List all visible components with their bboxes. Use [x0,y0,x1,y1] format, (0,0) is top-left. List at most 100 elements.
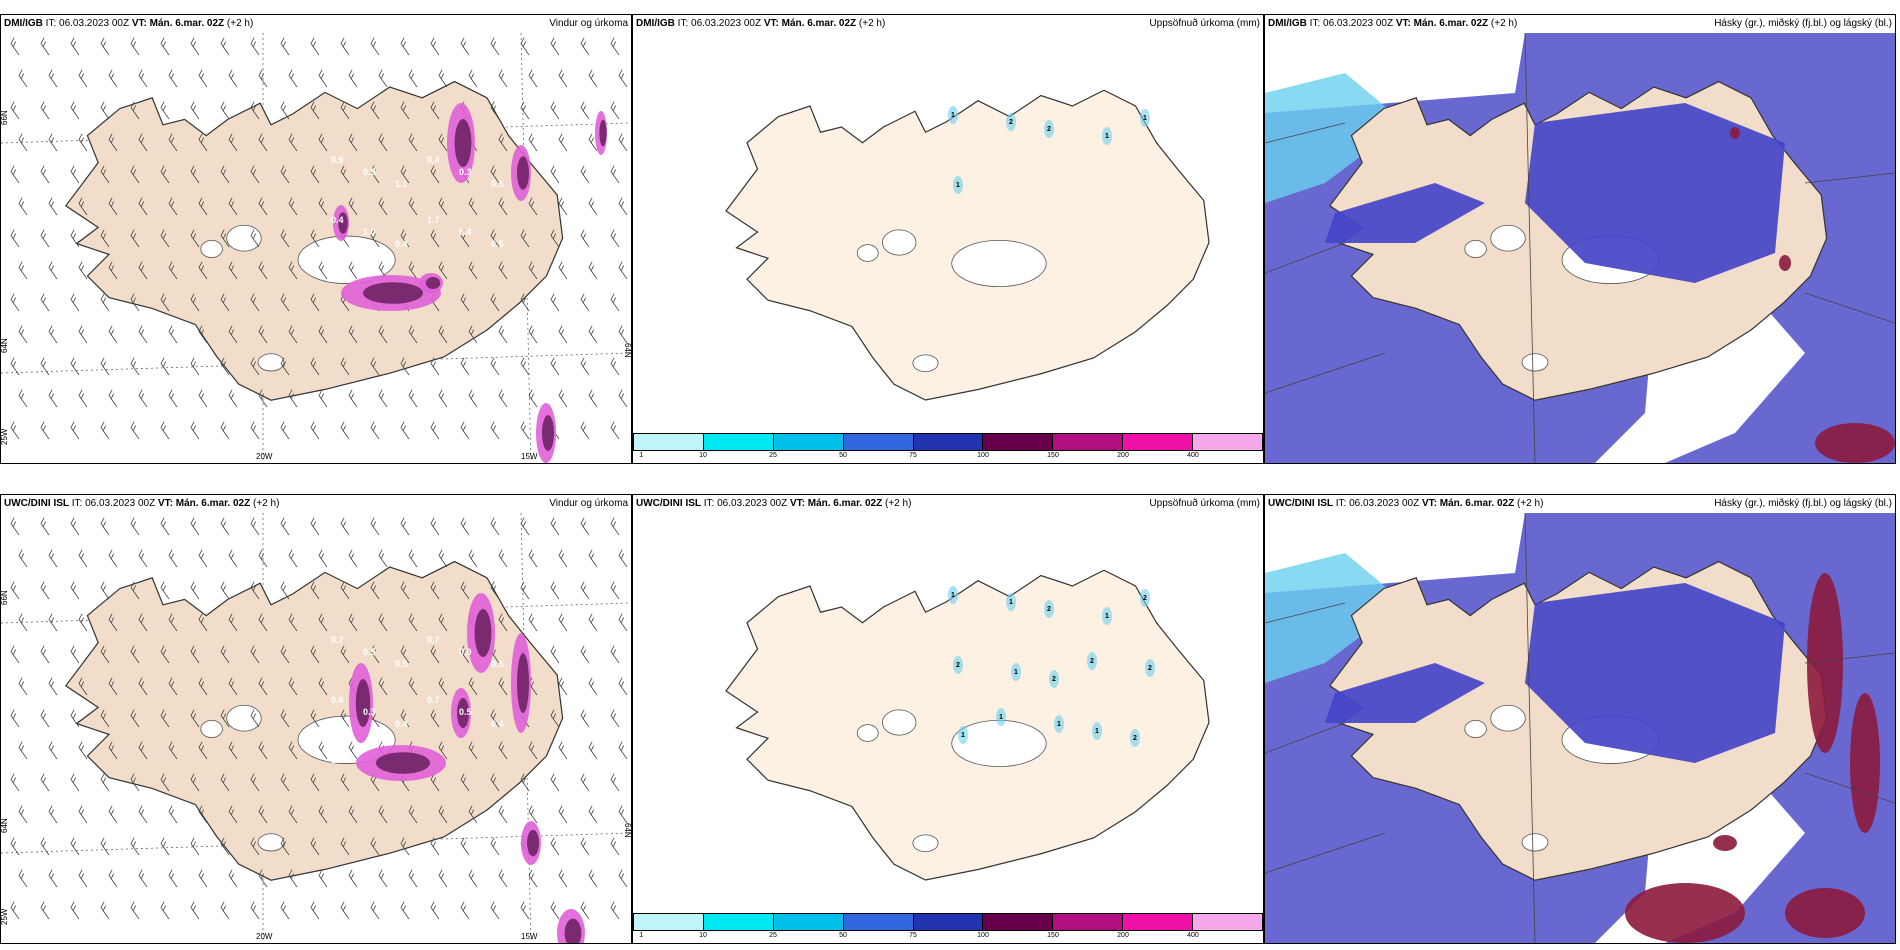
wind-barb [310,709,320,728]
init-time: IT: 06.03.2023 00Z [45,18,130,29]
wind-barb [160,357,170,376]
coastline [64,80,564,401]
wind-barb [280,581,290,600]
graticule-line [1265,352,1386,394]
graticule-line [1804,652,1895,664]
wind-barb [610,101,620,120]
wind-barb [160,37,170,56]
iceland-landmass [725,569,1210,881]
wind-barb [78,549,88,568]
wind-barb [168,133,178,152]
colorbar-tick-label: 25 [769,452,777,459]
wind-barb [370,645,380,664]
wind-barb [100,901,110,920]
wind-barb [138,805,148,824]
accum-value-label: 1 [961,732,965,739]
wind-barb [460,37,470,56]
lat-label: 66N [1,590,9,605]
wind-barb [220,357,230,376]
wind-barb [108,805,118,824]
wind-barb [48,69,58,88]
wind-barb [160,645,170,664]
wind-barb [558,325,568,344]
wind-barb [550,165,560,184]
wind-barb [258,677,268,696]
accum-area [996,708,1006,726]
wind-barb [228,133,238,152]
wind-barb [580,101,590,120]
wind-barb [580,645,590,664]
wind-barb [250,357,260,376]
wind-barb [588,133,598,152]
wind-barb [490,229,500,248]
wind-barb [588,389,598,408]
wind-barb [550,837,560,856]
wind-barb [430,37,440,56]
graticule-line [1265,122,1346,144]
glacier-hofsjokull [1464,719,1487,739]
panel-title: Hásky (gr.), miðský (fj.bl.) og lágský (… [1714,498,1892,509]
precip-value-label: 0.4 [395,239,408,249]
accum-value-label: 1 [999,714,1003,721]
precip-core [338,212,348,234]
wind-barb [280,517,290,536]
wind-barb [288,869,298,888]
wind-barb [400,645,410,664]
low-cloud-area [1325,663,1485,723]
wind-barb [108,197,118,216]
wind-barb [558,613,568,632]
wind-barb [340,421,350,440]
wind-barb [400,165,410,184]
wind-barb [220,293,230,312]
panel-header: UWC/DINI ISL IT: 06.03.2023 00Z VT: Mán.… [1265,495,1895,513]
wind-barb [168,869,178,888]
wind-barb [588,261,598,280]
wind-barb [400,837,410,856]
wind-barb [108,549,118,568]
precip-core [564,918,582,943]
colorbar-tick-label: 400 [1187,932,1199,939]
wind-barb [250,165,260,184]
wind-barb [198,741,208,760]
wind-barb [580,165,590,184]
wind-barb [138,197,148,216]
wind-barb [310,293,320,312]
precip-value-label: 0.4 [427,155,440,165]
wind-barb [40,229,50,248]
wind-barb [520,421,530,440]
wind-barb [100,645,110,664]
wind-barb [228,677,238,696]
lead-time: (+2 h) [226,18,254,29]
wind-barb [618,69,628,88]
colorbar-swatch [703,434,774,450]
wind-barb [48,805,58,824]
precip-value-label: 0.4 [331,215,344,225]
glacier-myrdalsjokull [912,834,939,853]
accum-precip-map: 1 2 2 1 1 1 [725,89,1210,401]
high-cloud-area [1713,835,1737,851]
wind-barb [108,389,118,408]
wind-barb [348,613,358,632]
panel-title: Hásky (gr.), miðský (fj.bl.) og lágský (… [1714,18,1892,29]
wind-barb [288,613,298,632]
wind-barb [40,901,50,920]
wind-barb [250,517,260,536]
wind-barb [318,389,328,408]
wind-barb [190,357,200,376]
wind-barb [40,293,50,312]
wind-barb [250,421,260,440]
wind-barb [78,69,88,88]
high-cloud-area [1779,255,1791,271]
wind-barb [610,709,620,728]
wind-barb [258,389,268,408]
wind-barb [250,37,260,56]
wind-barb [318,677,328,696]
wind-barb [378,69,388,88]
precip-core [376,752,430,774]
precip-value-label: 1.7 [427,215,440,225]
colorbar-swatch [1193,914,1263,930]
wind-barb [610,293,620,312]
wind-barb [228,261,238,280]
accum-precip-map: 1 1 2 1 2 2 1 2 2 2 1 1 1 1 2 [725,569,1210,881]
wind-barb [130,357,140,376]
